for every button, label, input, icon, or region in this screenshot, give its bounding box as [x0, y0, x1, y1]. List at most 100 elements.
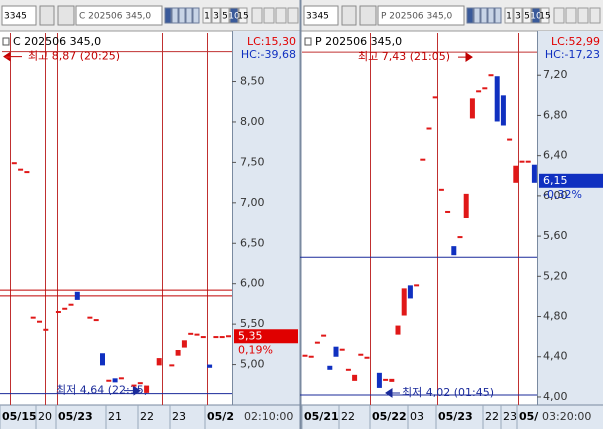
x-tick-label: 21	[108, 410, 122, 423]
candle-body	[100, 353, 105, 366]
hc-label: HC:-17,23	[545, 48, 600, 61]
candle-body	[11, 162, 17, 165]
tool-button[interactable]	[185, 7, 193, 24]
candle-body	[175, 350, 181, 356]
candle-body	[389, 378, 395, 382]
candle-body	[519, 160, 525, 163]
candle-body	[43, 328, 49, 331]
candle-body	[345, 368, 351, 371]
tool-button[interactable]	[473, 7, 481, 24]
tool-button[interactable]	[263, 7, 275, 24]
candle-body	[420, 158, 426, 161]
candle-body	[106, 379, 112, 382]
icon-button[interactable]	[57, 5, 75, 26]
current-change: 0,19%	[238, 343, 273, 356]
icon-button[interactable]	[359, 5, 377, 26]
candle-body	[476, 90, 482, 93]
x-tick-label: 05/21	[304, 410, 339, 423]
candle-body	[321, 334, 327, 337]
interval-button[interactable]	[229, 7, 239, 24]
time-label: 02:10:00	[244, 410, 293, 423]
header-icon	[2, 37, 10, 46]
low-label: 최저 4,64 (22:15)	[56, 384, 148, 397]
interval-button[interactable]	[522, 7, 532, 24]
interval-button[interactable]	[513, 7, 523, 24]
interval-button[interactable]	[540, 7, 550, 24]
tool-button[interactable]	[178, 7, 186, 24]
tool-button[interactable]	[565, 7, 577, 24]
candle-body	[112, 378, 118, 383]
interval-button[interactable]	[220, 7, 230, 24]
low-arrow	[124, 385, 141, 396]
candle-body	[426, 127, 432, 130]
icon-button[interactable]	[341, 5, 357, 26]
current-price-box	[539, 173, 603, 188]
y-tick-label: 4,80	[543, 310, 568, 323]
x-tick-label: 05/15	[2, 410, 37, 423]
high-label: 최고 7,43 (21:05)	[358, 50, 450, 63]
candle-body	[93, 319, 99, 322]
candle-body	[376, 372, 382, 388]
interval-button[interactable]	[531, 7, 541, 24]
y-tick-label: 7,50	[240, 155, 265, 168]
candle-body	[352, 374, 358, 381]
candle-body	[219, 336, 225, 339]
tool-button[interactable]	[480, 7, 488, 24]
current-change: -0,32%	[543, 188, 582, 201]
candle-body	[414, 284, 420, 287]
candle-body	[488, 74, 494, 77]
y-tick-label: 6,50	[240, 236, 265, 249]
high-label: 최고 8,87 (20:25)	[28, 50, 120, 63]
x-tick-label: 23	[503, 410, 517, 423]
candle-body	[451, 246, 457, 256]
y-tick-label: 5,20	[543, 269, 568, 282]
candle-body	[137, 382, 143, 385]
symbol-box	[377, 5, 465, 26]
y-tick-label: 8,00	[240, 115, 265, 128]
tool-button[interactable]	[553, 7, 565, 24]
header-title: C 202506 345,0	[13, 35, 101, 48]
interval-label: 5	[524, 12, 530, 22]
candle-body	[507, 138, 513, 141]
candle-body	[457, 236, 463, 239]
y-tick-label: 6,00	[543, 189, 568, 202]
interval-label: 3	[213, 12, 219, 22]
candle-body	[383, 378, 389, 381]
code: 3345	[306, 12, 329, 22]
tool-button[interactable]	[164, 7, 172, 24]
interval-label: 1	[204, 12, 210, 22]
y-tick-label: 7,20	[543, 68, 568, 81]
interval-button[interactable]	[504, 7, 514, 24]
candle-body	[308, 355, 314, 358]
tool-button[interactable]	[494, 7, 502, 24]
tool-button[interactable]	[287, 7, 299, 24]
tool-button[interactable]	[487, 7, 495, 24]
candle-body	[339, 348, 345, 351]
candle-body	[87, 316, 93, 319]
tool-button[interactable]	[192, 7, 200, 24]
tool-button[interactable]	[171, 7, 179, 24]
tool-button[interactable]	[251, 7, 263, 24]
x-tick-label: 23	[172, 410, 186, 423]
lc-label: LC:52,99	[551, 35, 600, 48]
candle-body	[407, 285, 413, 299]
symbol: P 202506 345,0	[381, 12, 453, 22]
tool-button[interactable]	[589, 7, 601, 24]
icon-button[interactable]	[39, 5, 55, 26]
x-tick-label: 05/2	[207, 410, 234, 423]
tool-button[interactable]	[275, 7, 287, 24]
candle-body	[226, 335, 231, 338]
current-price: 5,35	[238, 329, 263, 342]
candle-body	[200, 336, 206, 339]
interval-button[interactable]	[202, 7, 212, 24]
candle-body	[395, 325, 401, 335]
interval-button[interactable]	[211, 7, 221, 24]
candle-body	[494, 76, 500, 122]
y-tick-label: 5,50	[240, 317, 265, 330]
tool-button[interactable]	[466, 7, 474, 24]
lc-label: LC:15,30	[247, 35, 296, 48]
candle-body	[74, 291, 80, 300]
interval-button[interactable]	[238, 7, 248, 24]
candle-body	[55, 311, 61, 313]
tool-button[interactable]	[577, 7, 589, 24]
